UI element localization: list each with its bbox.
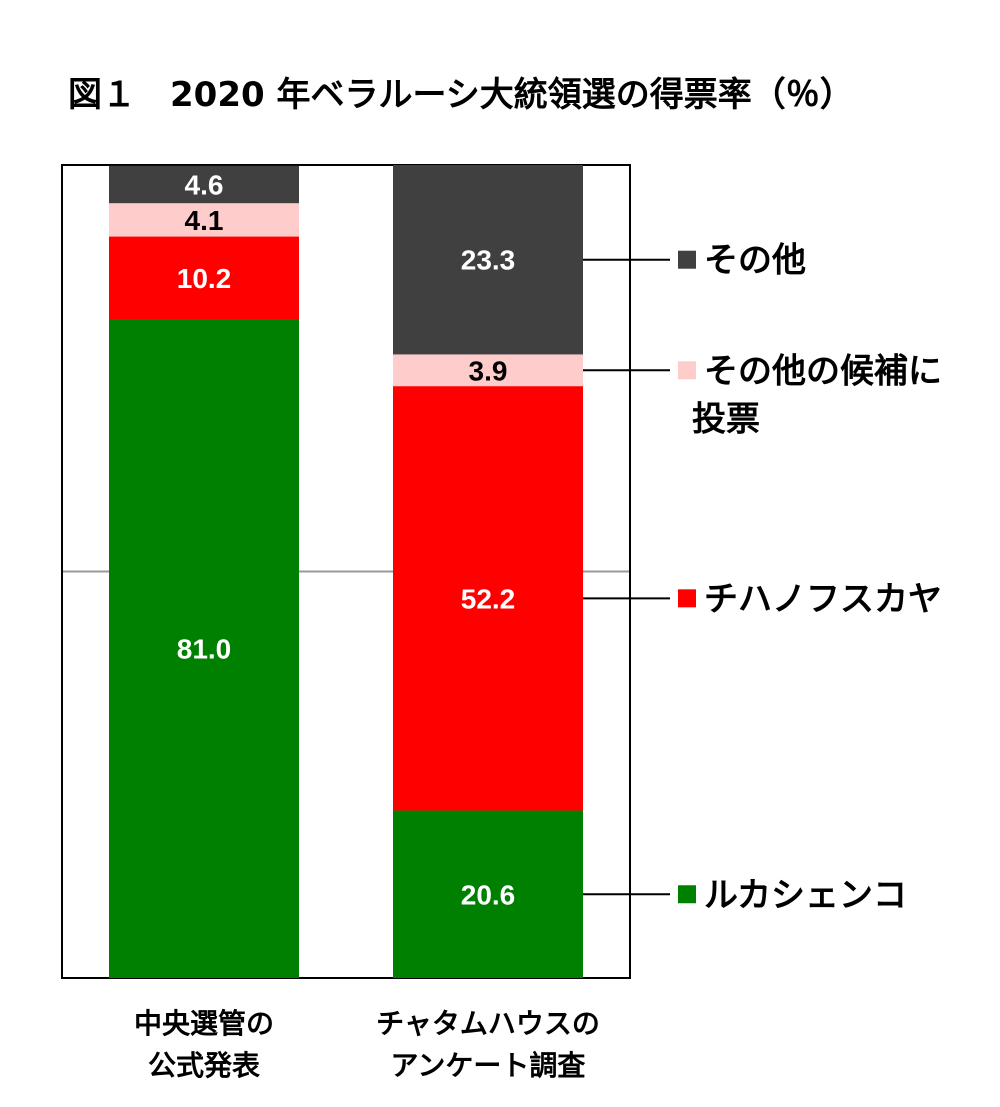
bar-segment [109,319,299,979]
plot-frame [61,164,631,979]
bar-stacks [109,165,583,979]
bar-segment [393,810,583,978]
category-label: 中央選管の [134,1007,274,1040]
category-label: アンケート調査 [391,1049,586,1082]
legend-swatch [678,885,696,904]
bar-segment [393,386,583,811]
bar-segment [393,165,583,355]
data-label: 23.3 [461,245,516,276]
category-label: 公式発表 [148,1049,260,1082]
value-labels: 81.0 10.2 4.1 4.6 20.6 52.2 3.9 23.3 [177,170,516,911]
bar-segment [109,165,299,204]
data-label: 4.1 [185,205,224,236]
data-label: 10.2 [177,263,232,294]
legend-label: その他 [704,241,806,281]
data-label: 20.6 [461,879,516,910]
data-label: 3.9 [469,355,508,386]
legend-label: チハノフスカヤ [704,579,942,619]
bar-segment [109,236,299,320]
legend-label: その他の候補に [704,351,942,391]
data-label: 81.0 [177,634,232,665]
legend-swatch [678,361,696,380]
category-label: チャタムハウスの [376,1007,600,1040]
legend-label: 投票 [692,399,760,439]
bar-segment [393,354,583,387]
data-label: 4.6 [185,170,224,201]
legend-swatch [678,589,696,608]
bar-segment [109,203,299,237]
data-label: 52.2 [461,583,516,614]
legend-swatch [678,250,696,269]
chart-title: 図１ 2020 年ベラルーシ大統領選の得票率（％） [68,75,854,115]
legend-label: ルカシェンコ [704,875,907,915]
